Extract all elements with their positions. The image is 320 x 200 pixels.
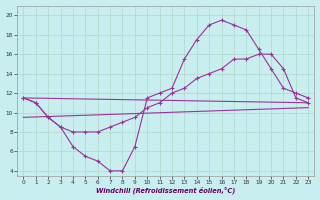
X-axis label: Windchill (Refroidissement éolien,°C): Windchill (Refroidissement éolien,°C) [96, 187, 236, 194]
